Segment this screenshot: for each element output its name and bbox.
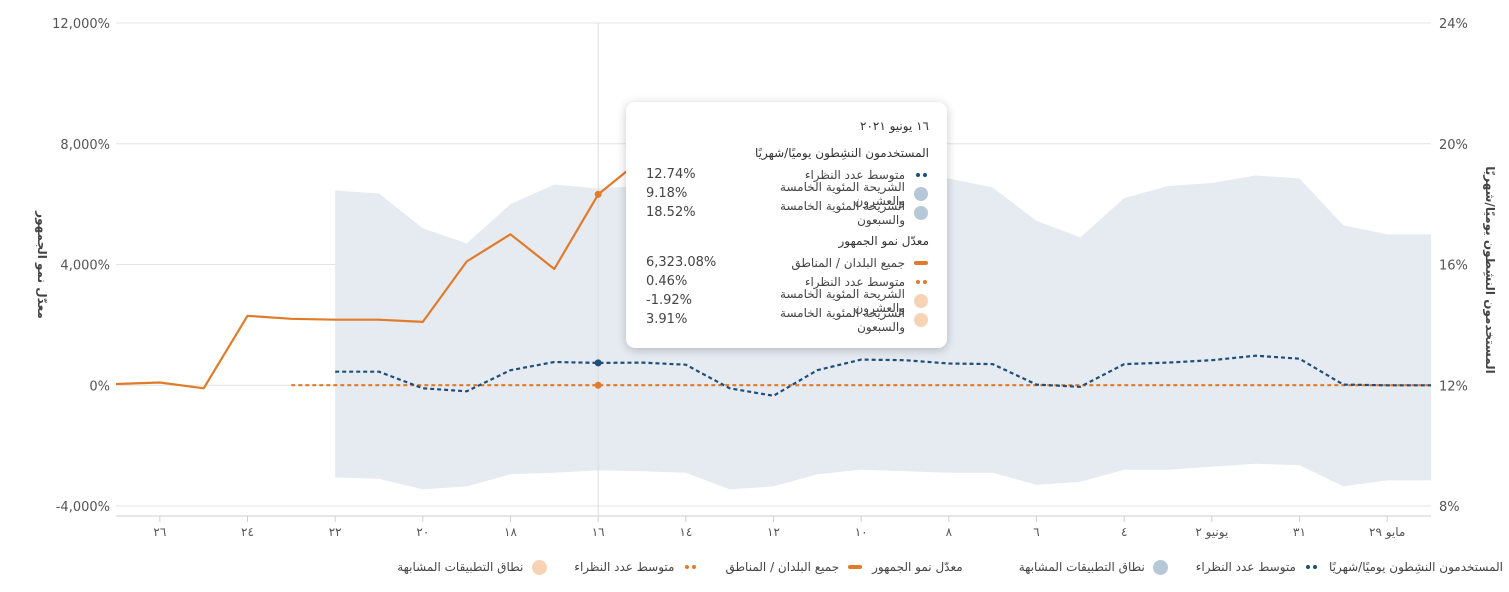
tooltip-row-value: 6,323.08% (646, 255, 717, 270)
hover-point-2 (594, 359, 602, 367)
legend-item-all-countries[interactable]: جميع البلدان / المناطق (725, 559, 864, 575)
left-tick-label: 12,000% (52, 17, 110, 32)
series-line-0 (115, 157, 643, 390)
left-ticks: 12,000% 8,000% 4,000% 0% -4,000% (52, 17, 110, 515)
tooltip-row-name: متوسط عدد النظراء (804, 274, 905, 289)
tooltip-row: الشريحة المئوية الخامسة والعشرون 9.18% (646, 180, 929, 208)
blue-circle-icon (913, 186, 929, 201)
legend-label: نطاق التطبيقات المشابهة (1018, 560, 1145, 574)
left-tick-label: -4,000% (56, 500, 110, 515)
tooltip-row: متوسط عدد النظراء 0.46% (646, 272, 929, 291)
series-layer (115, 157, 1431, 397)
legend-label: متوسط عدد النظراء (574, 560, 675, 574)
x-tick-label: ١٨ (504, 525, 517, 539)
tooltip-row: الشريحة المئوية الخامسة والسبعون 18.52% (646, 199, 929, 227)
tooltip-row-name: الشريحة المئوية الخامسة والعشرون (780, 286, 905, 315)
tooltip-row-value: 0.46% (646, 274, 688, 289)
left-tick-label: 4,000% (60, 259, 110, 274)
tooltip-row-name: جميع البلدان / المناطق (791, 255, 905, 270)
orange-circle-icon (530, 559, 548, 575)
right-tick-label: 8% (1439, 500, 1460, 515)
legend-group-growth-title: معدّل نمو الجمهور (872, 560, 963, 574)
tooltip-row: متوسط عدد النظراء 12.74% (646, 165, 929, 184)
x-tick-label: ١٤ (679, 525, 692, 539)
right-tick-label: 12% (1439, 379, 1468, 394)
tooltip-group-dau-title: المستخدمون النشِطون يوميًا/شهريًا (754, 146, 929, 160)
tooltip-row: الشريحة المئوية الخامسة والسبعون 3.91% (646, 306, 929, 334)
blue-circle-icon (913, 205, 929, 220)
left-tick-label: 0% (89, 379, 110, 394)
tooltip-row-value: 12.74% (646, 167, 696, 182)
x-tick-label: ٢٦ (153, 525, 166, 539)
tooltip-row: الشريحة المئوية الخامسة والعشرون -1.92% (646, 287, 929, 315)
tooltip-row-name: الشريحة المئوية الخامسة والسبعون (780, 198, 905, 227)
legend-group-dau-title: المستخدمون النشِطون يوميًا/شهريًا (1328, 560, 1503, 574)
tooltip-row-value: 3.91% (646, 312, 688, 327)
right-axis-title: المستخدمون النشِطون يوميًا/شهريًا (1482, 166, 1497, 374)
x-tick-label: ٦ (1033, 525, 1039, 539)
dotted-navy-line-icon (1303, 559, 1321, 575)
x-tick-label: ٢٠ (416, 525, 429, 539)
tooltip-group-growth-title: معدّل نمو الجمهور (838, 234, 929, 248)
x-tick-label: ١٦ (592, 525, 605, 539)
series-line-2 (335, 354, 1431, 397)
tooltip-row-name: الشريحة المئوية الخامسة والعشرون (780, 179, 905, 208)
legend: المستخدمون النشِطون يوميًا/شهريًا متوسط … (371, 559, 1503, 575)
orange-circle-icon (913, 293, 929, 308)
x-ticks: ٢٦ ٢٤ ٢٢ ٢٠ ١٨ ١٦ ١٤ ١٢ ١٠ ٨ ٦ ٤ يونيو ٢ ٣١ مايو ٢٩ (153, 516, 1405, 540)
tooltip: ١٦ يونيو ٢٠٢١ المستخدمون النشِطون يوميًا… (626, 102, 947, 348)
hover-point-0 (594, 190, 602, 198)
right-tick-label: 20% (1439, 138, 1468, 153)
x-tick-label: ٢٤ (241, 525, 254, 539)
tooltip-row-name: متوسط عدد النظراء (804, 167, 905, 182)
left-axis-title: معدّل نمو الجمهور (34, 210, 49, 319)
legend-item-growth-similar-apps-range[interactable]: نطاق التطبيقات المشابهة (397, 559, 548, 575)
tooltip-row-value: 18.52% (646, 205, 696, 220)
x-tick-label: ٣١ (1293, 525, 1306, 539)
marker-layer (594, 190, 602, 389)
left-tick-label: 8,000% (60, 138, 110, 153)
legend-item-growth-peer-median[interactable]: متوسط عدد النظراء (574, 559, 699, 575)
orange-circle-icon (913, 312, 929, 327)
legend-label: جميع البلدان / المناطق (725, 560, 840, 574)
right-tick-label: 24% (1439, 17, 1468, 32)
dotted-navy-line-icon (913, 172, 929, 177)
x-tick-label: ٢٢ (329, 525, 342, 539)
x-tick-label: يونيو ٢ (1195, 525, 1228, 540)
tooltip-row-name: الشريحة المئوية الخامسة والسبعون (780, 305, 905, 334)
solid-orange-line-icon (913, 260, 929, 265)
x-tick-label: ١٠ (855, 525, 868, 539)
tooltip-row-value: 9.18% (646, 186, 688, 201)
tooltip-date: ١٦ يونيو ٢٠٢١ (860, 119, 929, 133)
blue-circle-icon (1152, 559, 1170, 575)
solid-orange-line-icon (846, 559, 864, 575)
x-tick-label: ٤ (1121, 525, 1127, 539)
legend-item-dau-peer-median[interactable]: متوسط عدد النظراء (1196, 559, 1321, 575)
legend-label: نطاق التطبيقات المشابهة (397, 560, 524, 574)
legend-item-dau-similar-apps-range[interactable]: نطاق التطبيقات المشابهة (1019, 559, 1170, 575)
hover-point-1 (594, 381, 602, 389)
dotted-orange-line-icon (913, 279, 929, 284)
x-tick-label: ١٢ (767, 525, 780, 539)
x-tick-label: ٨ (946, 525, 953, 539)
right-ticks: 24% 20% 16% 12% 8% (1439, 17, 1468, 515)
legend-label: متوسط عدد النظراء (1195, 560, 1296, 574)
right-tick-label: 16% (1439, 259, 1468, 274)
tooltip-row: جميع البلدان / المناطق 6,323.08% (646, 253, 929, 272)
dotted-orange-line-icon (681, 559, 699, 575)
tooltip-row-value: -1.92% (646, 293, 692, 308)
x-tick-label: مايو ٢٩ (1369, 525, 1405, 540)
